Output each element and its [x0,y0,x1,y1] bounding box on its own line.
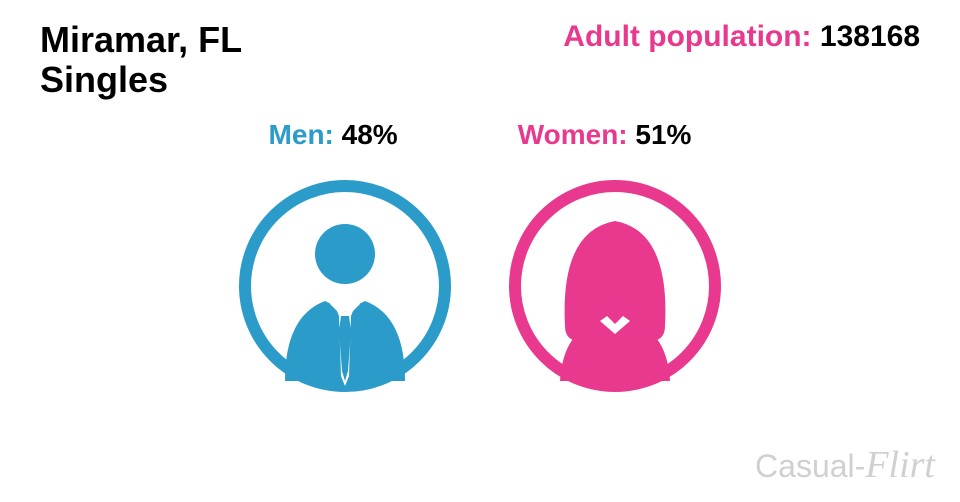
location-block: Miramar, FL Singles [40,20,242,99]
population-value: 138168 [820,20,920,53]
population-block: Adult population: 138168 [563,20,920,99]
women-value: 51% [635,119,691,150]
women-stat: Women: 51% [518,119,692,151]
woman-icon [505,176,725,396]
women-label: Women: [518,119,628,150]
watermark: Casual-Flirt [755,443,935,487]
stats-row: Men: 48% Women: 51% [0,119,960,151]
population-label: Adult population: [563,20,811,53]
men-label: Men: [269,119,334,150]
watermark-part2: Flirt [865,444,935,486]
men-stat: Men: 48% [269,119,398,151]
icons-row [0,176,960,396]
header: Miramar, FL Singles Adult population: 13… [0,0,960,99]
woman-head [588,239,642,293]
man-head [315,224,375,284]
man-icon [235,176,455,396]
subtitle-text: Singles [40,60,242,100]
men-value: 48% [342,119,398,150]
location-text: Miramar, FL [40,20,242,60]
watermark-part1: Casual [755,448,855,484]
watermark-sep: - [855,448,866,484]
